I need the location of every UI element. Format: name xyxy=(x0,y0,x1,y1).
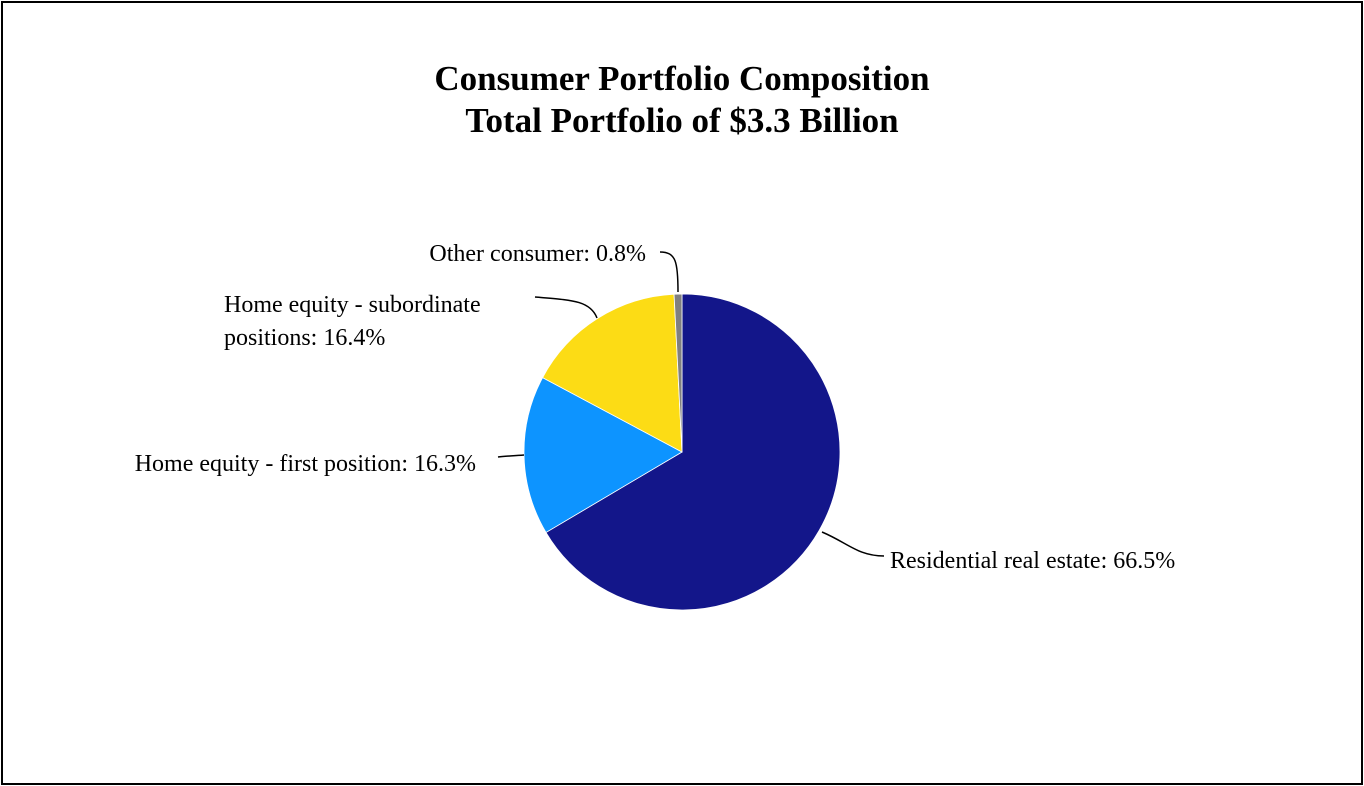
slice-label-line: Other consumer: 0.8% xyxy=(429,241,646,267)
leader-line-residential-real-estate xyxy=(821,531,885,557)
leader-line-other-consumer xyxy=(659,251,679,293)
slice-label-line: Residential real estate: 66.5% xyxy=(890,548,1175,574)
slice-label-home-equity-subordinate-positions: Home equity - subordinate positions: 16.4… xyxy=(224,292,481,351)
leader-line-home-equity-first-position xyxy=(497,454,525,458)
slice-label-home-equity-first-position: Home equity - first position: 16.3% xyxy=(135,451,476,477)
slice-label-line: Home equity - subordinate xyxy=(224,292,481,318)
slice-label-residential-real-estate: Residential real estate: 66.5% xyxy=(890,548,1175,574)
chart-title: Consumer Portfolio Composition xyxy=(434,59,930,98)
leader-line-home-equity-subordinate-positions xyxy=(534,296,598,319)
slice-label-line: Home equity - first position: 16.3% xyxy=(135,451,476,477)
pie-slice-residential-real-estate xyxy=(545,293,841,611)
slice-label-line: positions: 16.4% xyxy=(224,325,385,351)
slice-label-other-consumer: Other consumer: 0.8% xyxy=(429,241,646,267)
pie-slice-home-equity-subordinate-positions xyxy=(542,293,683,453)
chart-subtitle: Total Portfolio of $3.3 Billion xyxy=(465,101,899,140)
pie-slice-other-consumer xyxy=(673,293,683,453)
chart-title-block: Consumer Portfolio Composition Total Por… xyxy=(0,58,1364,142)
